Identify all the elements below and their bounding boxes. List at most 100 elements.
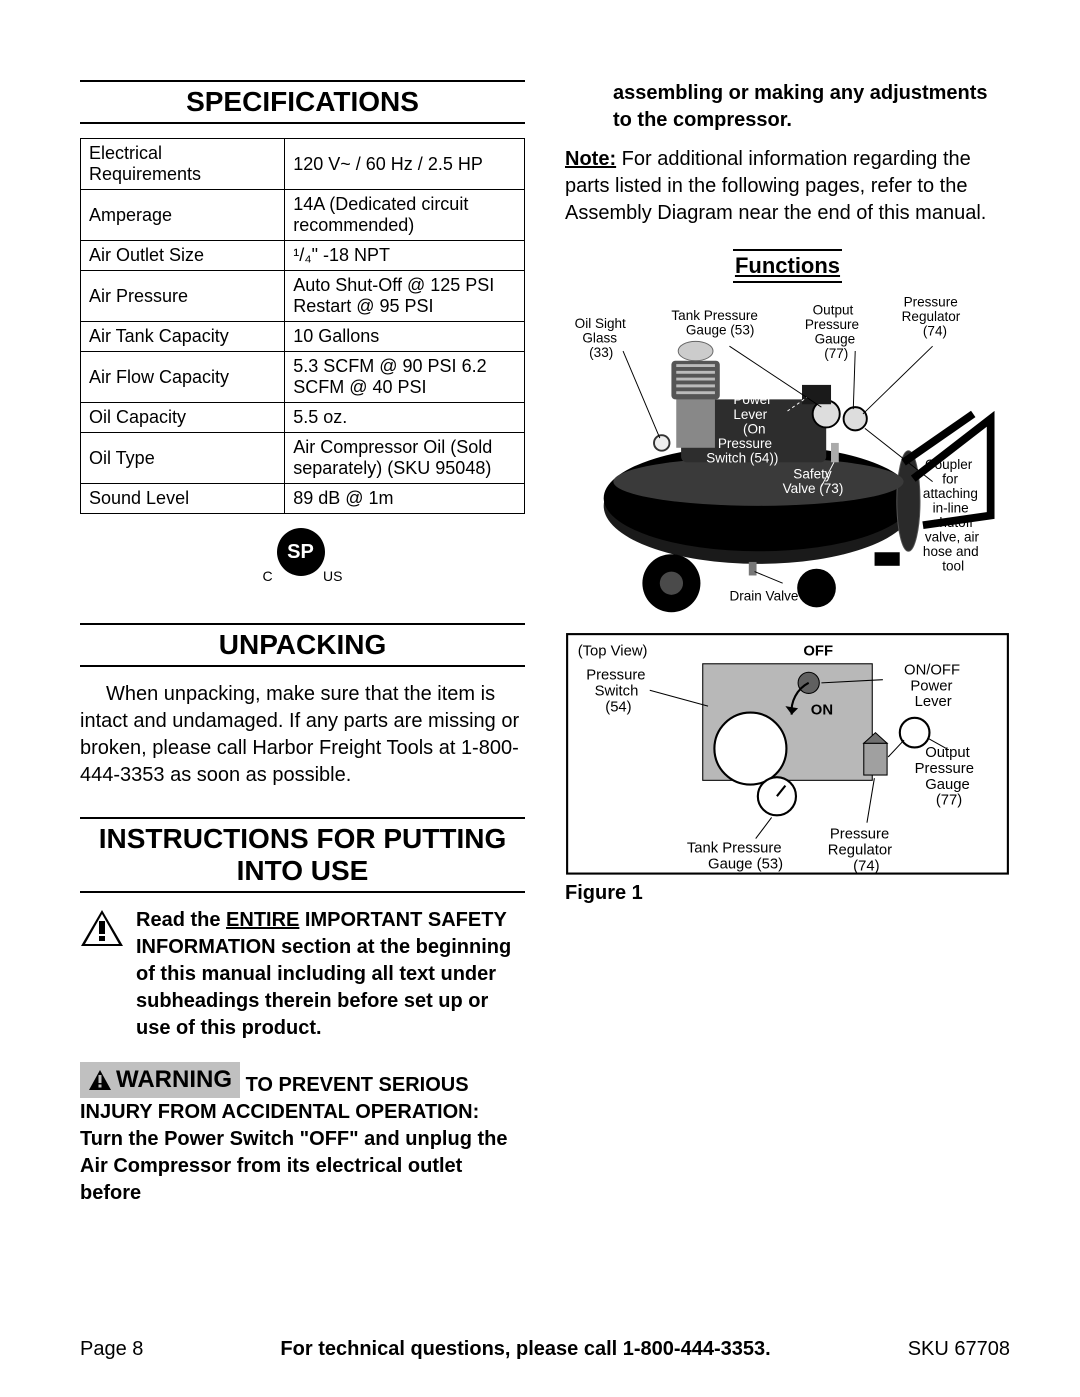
svg-text:Pressure: Pressure [718, 436, 772, 451]
safety-block: Read the ENTIRE IMPORTANT SAFETY INFORMA… [80, 907, 525, 1042]
svg-text:(74): (74) [853, 858, 879, 874]
spec-label: Electrical Requirements [81, 139, 285, 190]
footer-sku: SKU 67708 [908, 1338, 1010, 1361]
warning-triangle-small-icon [88, 1069, 112, 1091]
safety-text: Read the ENTIRE IMPORTANT SAFETY INFORMA… [136, 907, 525, 1042]
csa-icon: SP C US [263, 528, 343, 588]
svg-text:(74): (74) [923, 324, 947, 339]
compressor-diagram: Oil Sight Glass (33) Tank Pressure Gauge… [565, 293, 1010, 622]
table-row: Electrical Requirements120 V~ / 60 Hz / … [81, 139, 525, 190]
svg-text:Glass: Glass [582, 330, 617, 345]
svg-text:hose and: hose and [923, 544, 979, 559]
svg-text:ON/OFF: ON/OFF [729, 378, 780, 393]
svg-text:Gauge: Gauge [925, 777, 970, 793]
svg-text:Lever: Lever [915, 694, 952, 710]
spec-value: Auto Shut-Off @ 125 PSI Restart @ 95 PSI [285, 271, 525, 322]
svg-text:Power: Power [910, 678, 952, 694]
spec-label: Air Tank Capacity [81, 322, 285, 352]
svg-text:Pressure: Pressure [915, 761, 974, 777]
svg-text:Tank Pressure: Tank Pressure [687, 840, 782, 856]
svg-text:Pressure: Pressure [586, 668, 645, 684]
spec-value: 89 dB @ 1m [285, 484, 525, 514]
spec-value: Air Compressor Oil (Sold separately) (SK… [285, 433, 525, 484]
instructions-heading: INSTRUCTIONS FOR PUTTING INTO USE [80, 817, 525, 893]
svg-text:(77): (77) [936, 793, 962, 809]
svg-text:for: for [942, 472, 958, 487]
warning-continuation: assembling or making any adjustments to … [565, 80, 1010, 134]
svg-text:Oil Sight: Oil Sight [575, 316, 626, 331]
spec-value: 5.3 SCFM @ 90 PSI 6.2 SCFM @ 40 PSI [285, 352, 525, 403]
top-view-diagram: (Top View) OFF ON Pressure Switch (54) O… [565, 632, 1010, 876]
spec-value: 5.5 oz. [285, 403, 525, 433]
svg-text:Pressure: Pressure [904, 295, 958, 310]
top-view-svg: (Top View) OFF ON Pressure Switch (54) O… [565, 632, 1010, 876]
spec-value: 14A (Dedicated circuit recommended) [285, 190, 525, 241]
warning-label: WARNING [116, 1064, 232, 1096]
table-row: Oil TypeAir Compressor Oil (Sold separat… [81, 433, 525, 484]
note-block: Note: For additional information regardi… [565, 146, 1010, 227]
table-row: Air Outlet Size¹/₄" -18 NPT [81, 241, 525, 271]
figure-caption: Figure 1 [565, 882, 1010, 905]
svg-text:Gauge (53): Gauge (53) [686, 323, 754, 338]
svg-text:Pressure: Pressure [805, 317, 859, 332]
csa-c: C [263, 568, 273, 584]
svg-text:Lever: Lever [733, 407, 767, 422]
svg-text:Switch: Switch [595, 683, 639, 699]
table-row: Sound Level89 dB @ 1m [81, 484, 525, 514]
functions-heading: Functions [733, 249, 842, 283]
spec-label: Air Outlet Size [81, 241, 285, 271]
warning-triangle-icon [80, 909, 124, 947]
csa-badge-wrap: SP C US [80, 528, 525, 593]
svg-text:Output: Output [925, 745, 970, 761]
svg-text:OFF: OFF [803, 643, 833, 659]
svg-text:in-line: in-line [933, 501, 969, 516]
svg-text:valve, air: valve, air [925, 530, 980, 545]
svg-text:(Top View): (Top View) [578, 643, 648, 659]
csa-sp: SP [287, 541, 314, 564]
spec-label: Oil Type [81, 433, 285, 484]
table-row: Air Tank Capacity10 Gallons [81, 322, 525, 352]
svg-text:(54): (54) [605, 699, 631, 715]
spec-value: 10 Gallons [285, 322, 525, 352]
spec-value: 120 V~ / 60 Hz / 2.5 HP [285, 139, 525, 190]
svg-text:Coupler: Coupler [925, 457, 973, 472]
spec-value: ¹/₄" -18 NPT [285, 241, 525, 271]
footer-page: Page 8 [80, 1338, 143, 1361]
table-row: Amperage14A (Dedicated circuit recommend… [81, 190, 525, 241]
right-column: assembling or making any adjustments to … [565, 80, 1010, 1207]
note-text: For additional information regarding the… [565, 148, 986, 224]
compressor-svg: Oil Sight Glass (33) Tank Pressure Gauge… [565, 293, 1010, 622]
svg-text:Drain Valve (66): Drain Valve (66) [729, 589, 826, 604]
svg-text:ON: ON [811, 703, 833, 719]
svg-text:Output: Output [813, 302, 854, 317]
csa-us: US [323, 568, 342, 584]
svg-text:tool: tool [942, 559, 964, 574]
svg-text:Power: Power [733, 392, 772, 407]
svg-text:Tank Pressure: Tank Pressure [671, 308, 757, 323]
specifications-table: Electrical Requirements120 V~ / 60 Hz / … [80, 138, 525, 514]
svg-text:Switch (54)): Switch (54)) [706, 450, 778, 465]
spec-label: Amperage [81, 190, 285, 241]
svg-text:Valve (73): Valve (73) [783, 481, 844, 496]
warning-block: WARNING TO PREVENT SERIOUS INJURY FROM A… [80, 1062, 525, 1207]
left-column: SPECIFICATIONS Electrical Requirements12… [80, 80, 525, 1207]
specifications-heading: SPECIFICATIONS [80, 80, 525, 124]
svg-text:ON/OFF: ON/OFF [904, 662, 960, 678]
unpacking-heading: UNPACKING [80, 623, 525, 667]
table-row: Air PressureAuto Shut-Off @ 125 PSI Rest… [81, 271, 525, 322]
page-footer: Page 8 For technical questions, please c… [80, 1338, 1010, 1361]
spec-label: Air Flow Capacity [81, 352, 285, 403]
unpacking-text: When unpacking, make sure that the item … [80, 681, 525, 789]
svg-text:Safety: Safety [793, 467, 832, 482]
svg-text:Regulator: Regulator [902, 309, 961, 324]
svg-text:Gauge: Gauge [815, 331, 856, 346]
table-row: Air Flow Capacity5.3 SCFM @ 90 PSI 6.2 S… [81, 352, 525, 403]
warning-badge: WARNING [80, 1062, 240, 1098]
warning-line2: Turn the Power Switch "OFF" and unplug t… [80, 1128, 507, 1204]
svg-text:shutoff: shutoff [933, 515, 974, 530]
footer-mid: For technical questions, please call 1-8… [280, 1338, 770, 1361]
note-label: Note: [565, 148, 616, 170]
spec-label: Air Pressure [81, 271, 285, 322]
svg-text:(33): (33) [589, 345, 613, 360]
svg-text:(On: (On [743, 421, 766, 436]
